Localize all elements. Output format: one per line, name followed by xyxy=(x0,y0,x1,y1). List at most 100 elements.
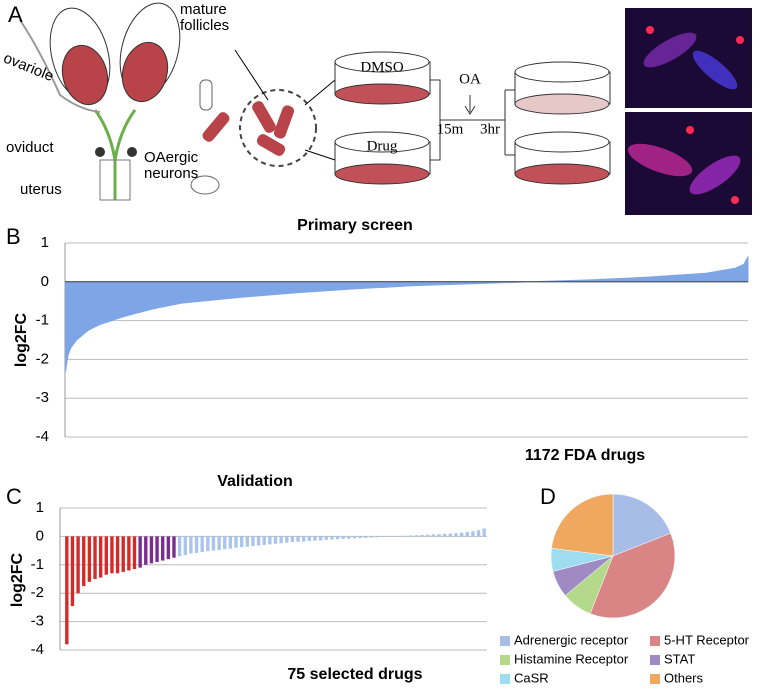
bar xyxy=(245,536,249,547)
bar xyxy=(239,536,244,548)
y-tick-label: 1 xyxy=(41,234,49,251)
follicles-drawing xyxy=(190,49,336,195)
diagram-label: mature follicles xyxy=(180,1,230,34)
bar xyxy=(200,536,204,553)
legend-label: 5-HT Receptor xyxy=(664,632,750,647)
pie-slice xyxy=(551,493,614,557)
bar xyxy=(217,536,221,551)
y-tick-label: -1 xyxy=(31,556,44,573)
bar xyxy=(206,536,210,552)
bar xyxy=(454,533,458,537)
bar xyxy=(132,536,137,570)
bar xyxy=(358,536,362,539)
bar xyxy=(443,533,447,537)
bar xyxy=(172,536,176,558)
x-axis-label: 1172 FDA drugs xyxy=(525,447,645,464)
y-tick-label: -3 xyxy=(36,389,49,406)
bar xyxy=(82,536,86,587)
bar xyxy=(296,536,300,542)
legend-swatch xyxy=(500,636,510,646)
y-tick-label: 1 xyxy=(36,499,44,516)
bar xyxy=(409,535,413,537)
bar xyxy=(307,536,312,541)
bar xyxy=(149,536,154,564)
legend-swatch xyxy=(500,674,510,684)
bar xyxy=(127,536,131,571)
bar xyxy=(251,536,255,547)
chart-title: Primary screen xyxy=(297,217,413,234)
bar xyxy=(121,536,125,572)
bar xyxy=(324,536,328,540)
legend-label: STAT xyxy=(664,651,695,666)
bar xyxy=(330,536,334,540)
panel-label: C xyxy=(6,484,22,509)
bar xyxy=(279,536,283,544)
bar xyxy=(437,534,441,537)
dishes xyxy=(334,51,611,185)
micrographs xyxy=(625,8,752,215)
bar xyxy=(476,530,481,537)
ovary-drawing xyxy=(19,2,181,201)
diagram-label: 15m xyxy=(437,121,464,137)
pie-slice xyxy=(612,493,671,557)
bar xyxy=(166,536,171,560)
bar xyxy=(482,528,486,537)
bar xyxy=(98,536,103,578)
bar xyxy=(352,536,357,539)
panel-label: D xyxy=(540,484,556,509)
legend-swatch xyxy=(650,636,660,646)
bar xyxy=(76,536,80,594)
bar xyxy=(65,536,69,645)
bar xyxy=(177,536,182,557)
y-tick-label: -2 xyxy=(31,584,44,601)
bar xyxy=(290,536,295,543)
bar xyxy=(465,532,469,537)
bar xyxy=(138,536,142,568)
diagram-label: Drug xyxy=(367,138,398,154)
bar xyxy=(228,536,233,549)
bar xyxy=(335,536,340,540)
legend-label: Adrenergic receptor xyxy=(514,632,629,647)
bar xyxy=(256,536,261,546)
bar xyxy=(397,536,402,537)
bar xyxy=(161,536,165,561)
y-tick-label: -1 xyxy=(36,312,49,329)
bar xyxy=(183,536,187,555)
bar xyxy=(364,536,368,538)
bar xyxy=(403,535,407,537)
bar xyxy=(375,536,379,538)
bar xyxy=(189,536,193,554)
bar xyxy=(318,536,323,541)
bar xyxy=(313,536,317,541)
bar xyxy=(347,536,351,539)
bar xyxy=(273,536,278,544)
bar xyxy=(285,536,289,543)
y-axis-label: log2FC xyxy=(9,552,26,607)
bar xyxy=(414,535,419,537)
y-tick-label: 0 xyxy=(36,527,44,544)
legend-label: Histamine Receptor xyxy=(514,651,629,666)
bar xyxy=(302,536,306,542)
bar xyxy=(268,536,272,545)
bar xyxy=(110,536,114,574)
diagram-label: uterus xyxy=(20,181,62,198)
pie-slice xyxy=(589,532,676,619)
legend-label: CaSR xyxy=(514,670,549,685)
panel-label: B xyxy=(6,224,21,249)
area xyxy=(65,256,749,372)
bar xyxy=(155,536,159,562)
bar xyxy=(87,536,92,582)
bar xyxy=(104,536,108,575)
bar xyxy=(70,536,75,606)
diagram-label: 3hr xyxy=(480,121,500,137)
bar xyxy=(471,531,475,537)
y-tick-label: -3 xyxy=(31,613,44,630)
diagram-label: OA xyxy=(459,71,481,87)
diagram-label: OAergic neurons xyxy=(144,149,199,182)
diagram-label: oviduct xyxy=(6,139,54,156)
legend-label: Others xyxy=(664,670,704,685)
bar xyxy=(223,536,227,550)
chart-title: Validation xyxy=(217,473,293,490)
